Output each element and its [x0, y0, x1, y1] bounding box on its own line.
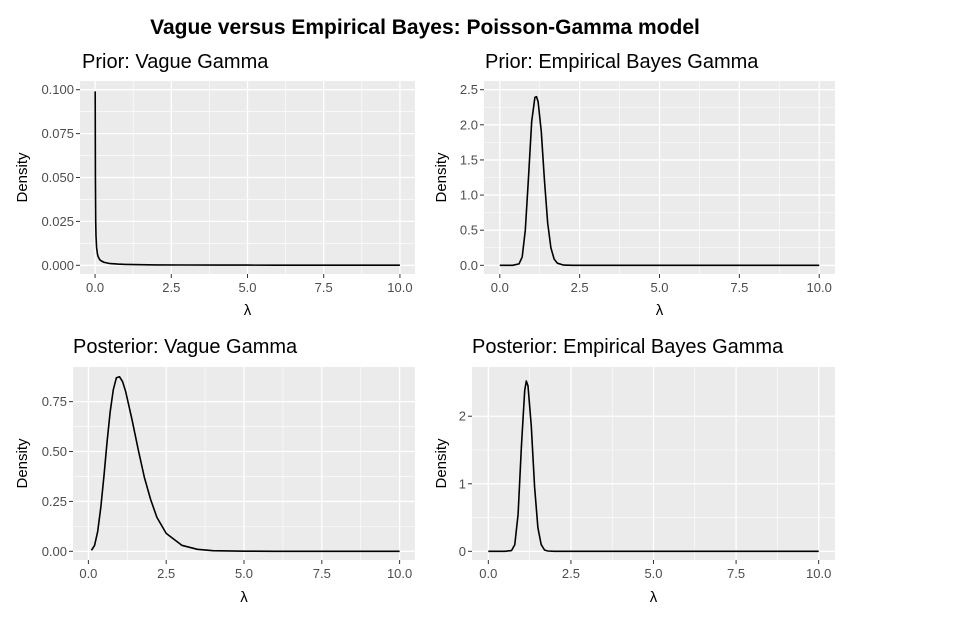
x-tick-label: 10.0 — [387, 280, 412, 295]
x-axis-label: λ — [656, 302, 664, 319]
density-line — [94, 91, 400, 266]
x-tick-label: 5.0 — [238, 280, 256, 295]
y-tick-label: 0.075 — [41, 126, 74, 141]
y-tick-label: 0.5 — [460, 223, 478, 238]
x-tick-label: 0.0 — [79, 566, 97, 581]
y-axis-label: Density — [433, 438, 450, 489]
x-tick-label: 0.0 — [479, 566, 497, 581]
x-tick-label: 2.5 — [562, 566, 580, 581]
y-tick-label: 0.00 — [42, 544, 67, 559]
density-line — [499, 95, 820, 267]
panel-title: Prior: Vague Gamma — [82, 51, 269, 73]
x-tick-label: 2.5 — [157, 566, 175, 581]
x-tick-label: 5.0 — [235, 566, 253, 581]
y-tick-label: 2.0 — [460, 117, 478, 132]
x-tick-label: 0.0 — [86, 280, 104, 295]
y-tick-label: 1.5 — [460, 152, 478, 167]
x-tick-label: 2.5 — [571, 280, 589, 295]
y-tick-label: 0.25 — [42, 494, 67, 509]
x-tick-label: 10.0 — [806, 566, 831, 581]
x-tick-label: 5.0 — [650, 280, 668, 295]
y-tick-label: 0.025 — [41, 214, 74, 229]
y-tick-label: 0 — [459, 544, 466, 559]
y-axis-label: Density — [433, 152, 450, 203]
panel-title: Posterior: Empirical Bayes Gamma — [472, 336, 784, 358]
panel-3: 0.0 2.5 5.0 7.5 10.0 0.00 0.25 0.50 0.75 Posterio… — [14, 336, 415, 606]
density-line — [90, 375, 400, 553]
y-tick-label: 2.5 — [460, 82, 478, 97]
y-tick-label: 0.75 — [42, 394, 67, 409]
y-tick-label: 0.0 — [460, 258, 478, 273]
x-tick-label: 10.0 — [807, 280, 832, 295]
y-tick-label: 1 — [459, 476, 466, 491]
y-axis-label: Density — [14, 438, 31, 489]
y-tick-label: 0.50 — [42, 444, 67, 459]
panel-title: Prior: Empirical Bayes Gamma — [485, 51, 759, 73]
x-tick-label: 7.5 — [727, 566, 745, 581]
x-axis-label: λ — [650, 589, 658, 606]
x-tick-label: 0.0 — [491, 280, 509, 295]
y-tick-label: 1.0 — [460, 188, 478, 203]
x-tick-label: 7.5 — [313, 566, 331, 581]
x-tick-label: 5.0 — [644, 566, 662, 581]
x-tick-label: 2.5 — [162, 280, 180, 295]
y-axis-label: Density — [14, 152, 31, 203]
panel-2: 0.0 2.5 5.0 7.5 10.0 0.0 0.5 1.0 1.5 2.0 2.5 Prior:… — [433, 51, 835, 319]
x-axis-label: λ — [240, 589, 248, 606]
panel-4: 0.0 2.5 5.0 7.5 10.0 0 1 2 Posterior: Empirical … — [433, 336, 835, 606]
panel-1: 0.0 2.5 5.0 7.5 10.0 0.000 0.025 0.050 0.075 0.10… — [14, 51, 415, 319]
y-tick-label: 0.000 — [41, 258, 74, 273]
y-tick-label: 0.050 — [41, 170, 74, 185]
x-tick-label: 7.5 — [730, 280, 748, 295]
y-tick-label: 2 — [459, 409, 466, 424]
panel-title: Posterior: Vague Gamma — [73, 336, 298, 358]
x-tick-label: 10.0 — [387, 566, 412, 581]
y-tick-label: 0.100 — [41, 82, 74, 97]
x-tick-label: 7.5 — [315, 280, 333, 295]
x-axis-label: λ — [244, 302, 252, 319]
density-line — [488, 380, 819, 553]
page-title: Vague versus Empirical Bayes: Poisson-Ga… — [150, 16, 700, 39]
